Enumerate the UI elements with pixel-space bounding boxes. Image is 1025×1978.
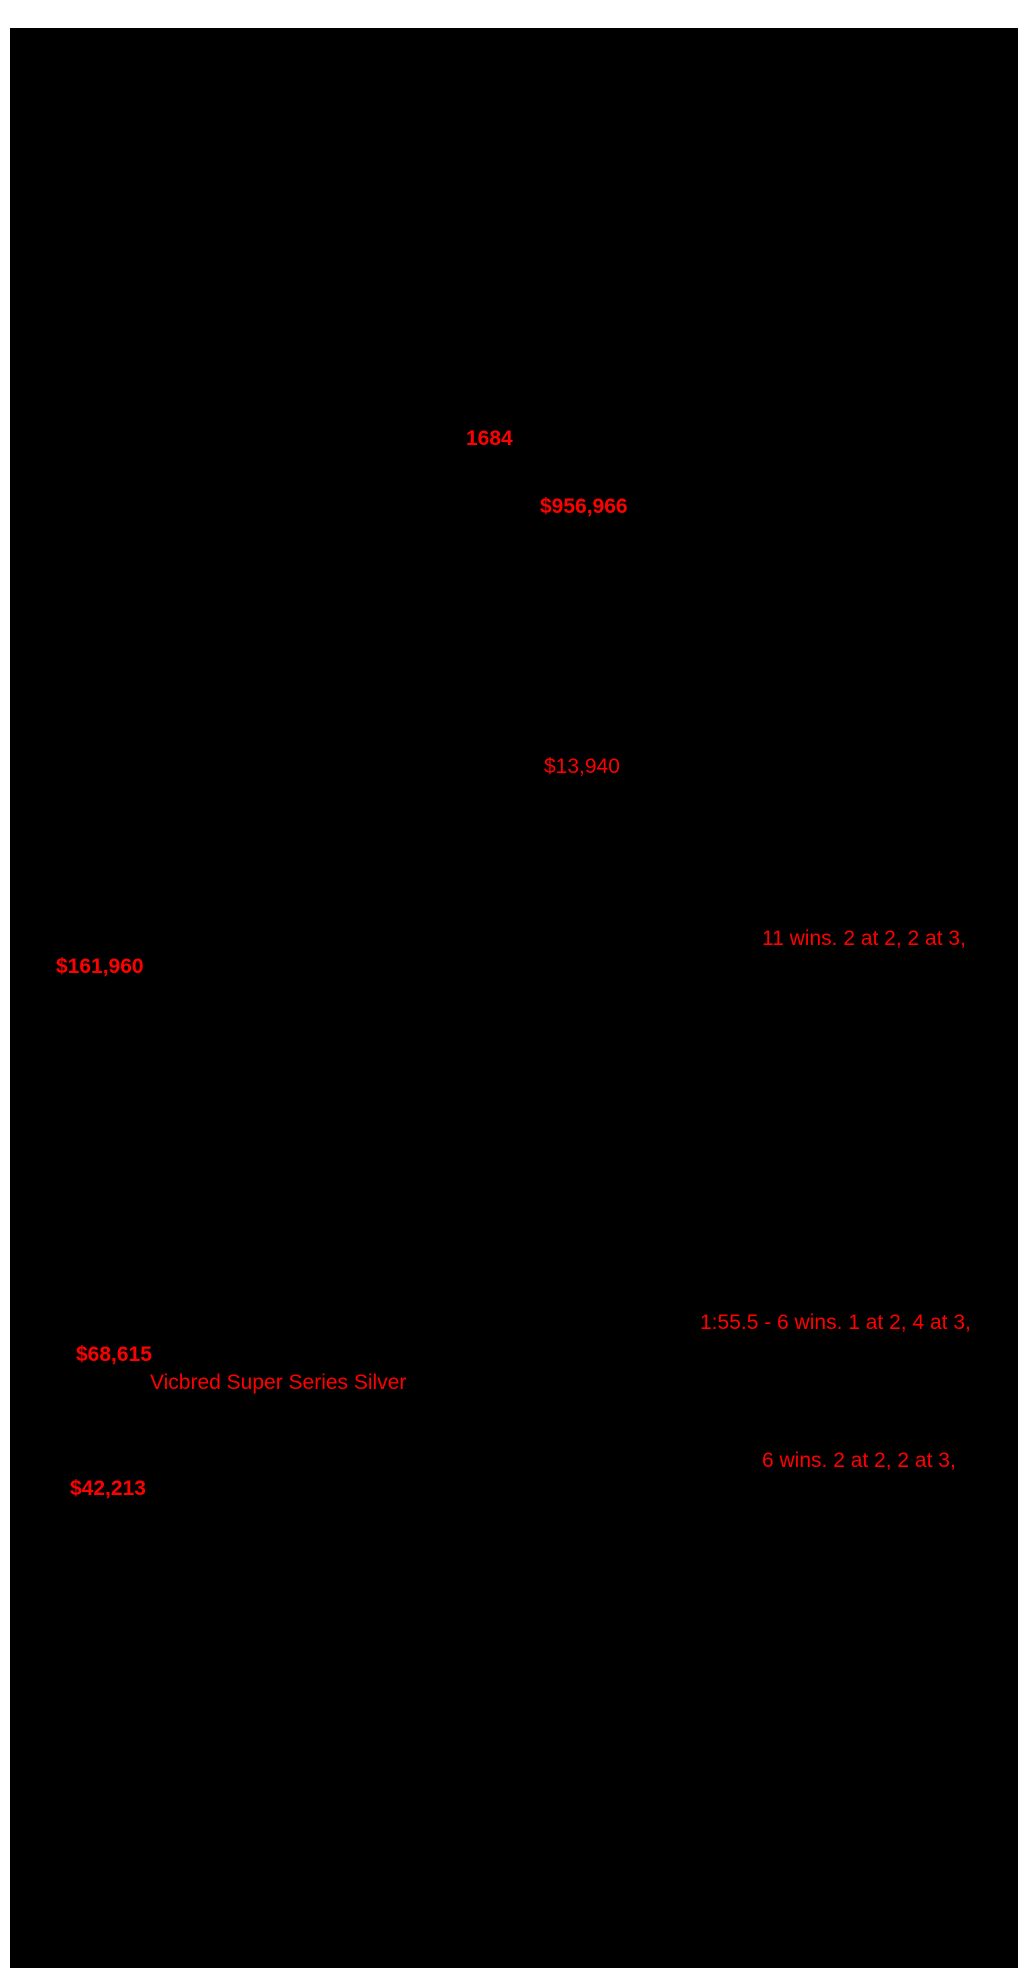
annotation-race-name: Vicbred Super Series Silver [150,1371,407,1394]
annotation-earnings-secondary: $13,940 [544,755,620,778]
annotation-race-record-2: 1:55.5 - 6 wins. 1 at 2, 4 at 3, [700,1311,971,1334]
annotation-earnings-42213: $42,213 [70,1477,146,1500]
annotation-earnings-161960: $161,960 [56,955,144,978]
scan-surface: 1684 $956,966 $13,940 11 wins. 2 at 2, 2 at… [10,28,1018,1968]
annotation-race-record-1: 11 wins. 2 at 2, 2 at 3, [762,927,966,950]
annotation-earnings-primary: $956,966 [540,495,628,518]
annotation-earnings-68615: $68,615 [76,1343,152,1366]
annotation-foal-count: 1684 [466,427,513,450]
annotation-race-record-3: 6 wins. 2 at 2, 2 at 3, [762,1449,956,1472]
